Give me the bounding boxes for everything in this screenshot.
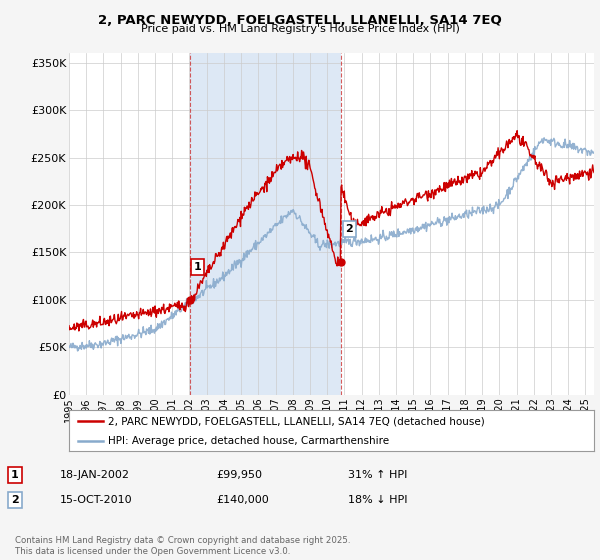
- Text: 1: 1: [193, 262, 201, 272]
- Text: 15-OCT-2010: 15-OCT-2010: [60, 495, 133, 505]
- Text: £140,000: £140,000: [216, 495, 269, 505]
- Text: Price paid vs. HM Land Registry's House Price Index (HPI): Price paid vs. HM Land Registry's House …: [140, 24, 460, 34]
- Text: HPI: Average price, detached house, Carmarthenshire: HPI: Average price, detached house, Carm…: [109, 436, 389, 446]
- Text: 18% ↓ HPI: 18% ↓ HPI: [348, 495, 407, 505]
- Text: 1: 1: [11, 470, 19, 480]
- Bar: [190, 53, 341, 395]
- Text: Contains HM Land Registry data © Crown copyright and database right 2025.
This d: Contains HM Land Registry data © Crown c…: [15, 536, 350, 556]
- Text: 2, PARC NEWYDD, FOELGASTELL, LLANELLI, SA14 7EQ: 2, PARC NEWYDD, FOELGASTELL, LLANELLI, S…: [98, 14, 502, 27]
- Text: £99,950: £99,950: [216, 470, 262, 480]
- Text: 2: 2: [346, 224, 353, 234]
- Text: 2: 2: [11, 495, 19, 505]
- Text: 18-JAN-2002: 18-JAN-2002: [60, 470, 130, 480]
- Text: 31% ↑ HPI: 31% ↑ HPI: [348, 470, 407, 480]
- Text: 2, PARC NEWYDD, FOELGASTELL, LLANELLI, SA14 7EQ (detached house): 2, PARC NEWYDD, FOELGASTELL, LLANELLI, S…: [109, 417, 485, 426]
